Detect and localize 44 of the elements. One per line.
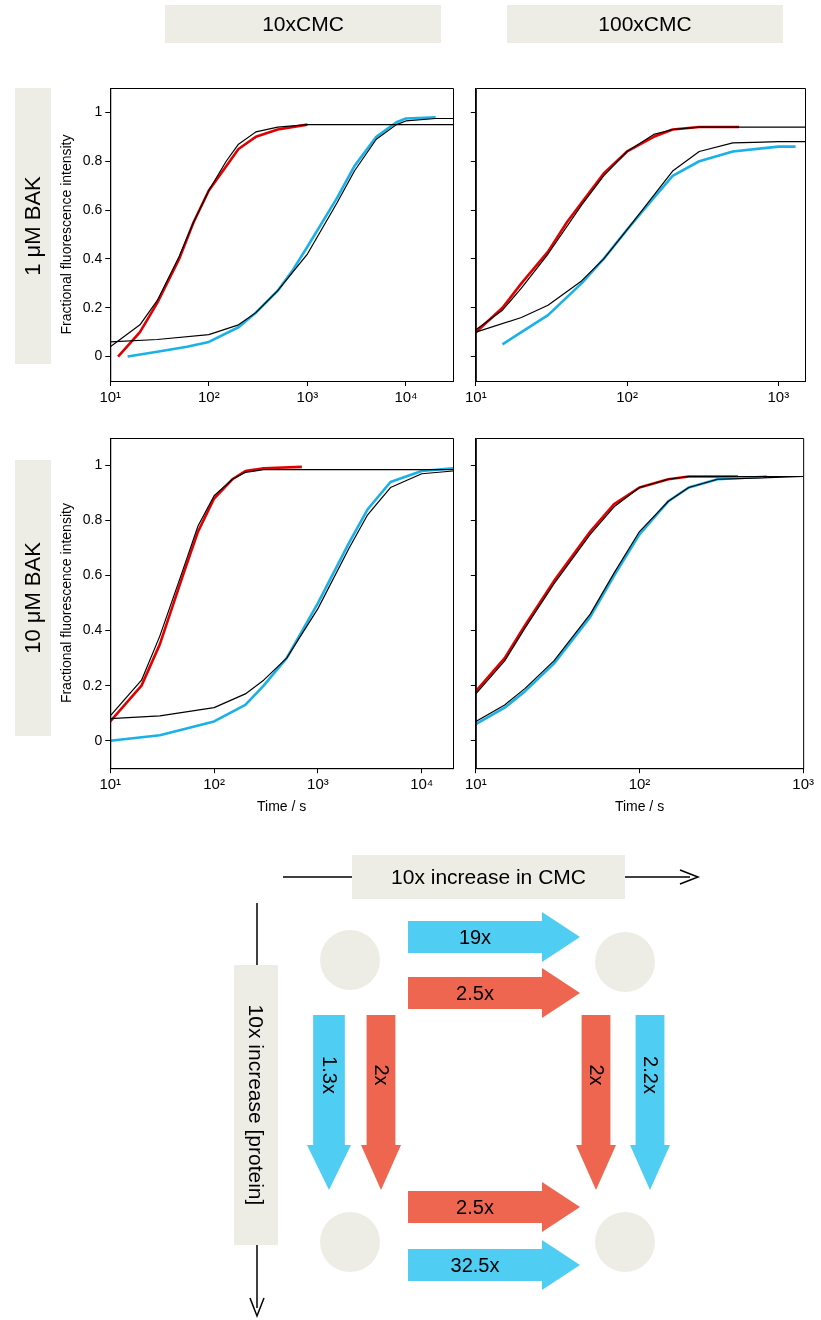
y-tick-label: 1 xyxy=(94,103,103,120)
y-tick-label: 0.8 xyxy=(82,152,103,169)
y-axis-title: Fractional fluorescence intensity xyxy=(58,134,75,335)
text: 10x increase in CMC xyxy=(352,855,625,899)
text: 1 μM BAK xyxy=(20,176,46,276)
text: 10 μM BAK xyxy=(20,542,46,654)
y-tick-label: 0.2 xyxy=(82,298,103,315)
y-tick-label: 0.6 xyxy=(82,566,103,583)
x-tick-label: 10¹ xyxy=(99,775,122,793)
text: 2.5x xyxy=(455,980,495,1006)
x-axis-title: Time / s xyxy=(614,798,665,815)
y-tick-label: 0.2 xyxy=(82,676,103,693)
chart-title: 10xCMC xyxy=(165,5,441,43)
x-tick-label: 10¹ xyxy=(99,388,122,406)
y-tick-label: 0.4 xyxy=(82,249,103,266)
x-tick-label: 10³ xyxy=(767,388,790,406)
text: 2x xyxy=(369,1064,393,1086)
y-tick-label: 0.4 xyxy=(82,621,103,638)
x-tick-label: 10³ xyxy=(307,775,329,793)
x-tick-label: 10¹ xyxy=(465,388,487,406)
text: 1.3x xyxy=(317,1056,341,1094)
text: 2.2x xyxy=(638,1056,662,1094)
x-tick-label: 10² xyxy=(628,775,651,793)
text: 32.5x xyxy=(449,1252,501,1278)
x-tick-label: 10⁴ xyxy=(394,388,418,406)
x-tick-label: 10³ xyxy=(296,388,319,406)
x-tick-label: 10¹ xyxy=(465,775,487,793)
x-tick-label: 10² xyxy=(203,775,225,793)
y-tick-label: 1 xyxy=(94,456,103,473)
x-tick-label: 10² xyxy=(616,388,638,406)
text: 2.5x xyxy=(455,1194,495,1220)
x-axis-title: Time / s xyxy=(257,798,307,815)
chart-title: 100xCMC xyxy=(507,5,783,43)
x-tick-label: 10² xyxy=(197,388,220,406)
x-tick-label: 10³ xyxy=(792,775,814,793)
text: 2x xyxy=(584,1064,608,1086)
text: 10x increase [protein] xyxy=(244,1004,268,1206)
y-tick-label: 0 xyxy=(94,731,103,748)
y-axis-title: Fractional fluorescence intensity xyxy=(58,503,75,704)
text: 19x xyxy=(457,924,493,950)
y-tick-label: 0 xyxy=(94,347,103,364)
y-tick-label: 0.8 xyxy=(82,511,103,528)
x-tick-label: 10⁴ xyxy=(410,775,434,793)
y-tick-label: 0.6 xyxy=(82,200,103,217)
